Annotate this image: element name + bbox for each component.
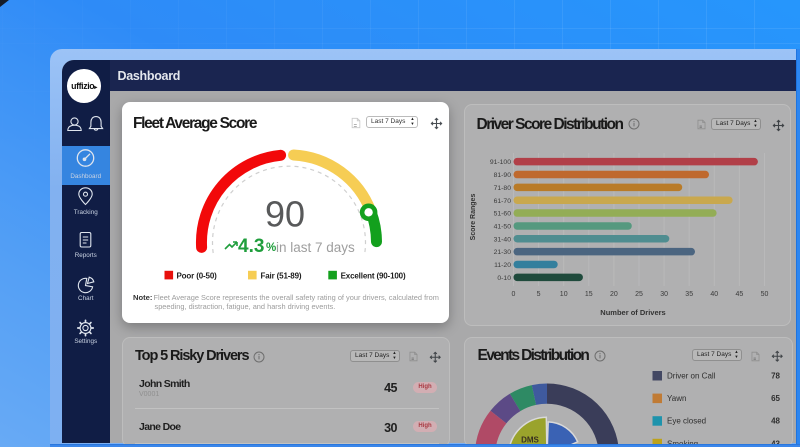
svg-text:81-90: 81-90 [494, 172, 512, 179]
svg-text:4.3: 4.3 [238, 236, 264, 257]
svg-text:40: 40 [710, 291, 718, 298]
svg-text:Excellent (90-100): Excellent (90-100) [341, 271, 406, 280]
svg-text:Eye closed: Eye closed [667, 416, 706, 425]
svg-text:50: 50 [761, 291, 769, 298]
svg-text:Poor (0-50): Poor (0-50) [177, 271, 218, 280]
svg-text:61-70: 61-70 [494, 198, 512, 205]
svg-text:Yawn: Yawn [667, 394, 686, 403]
svg-text:Fair (51-89): Fair (51-89) [261, 271, 302, 280]
svg-text:31-40: 31-40 [494, 236, 512, 243]
svg-text:78: 78 [771, 371, 780, 380]
svg-text:0-10: 0-10 [497, 275, 511, 282]
svg-text:35: 35 [685, 291, 693, 298]
svg-text:20: 20 [610, 291, 618, 298]
svg-text:Driver on Call: Driver on Call [667, 371, 716, 380]
svg-text:%: % [266, 242, 276, 254]
svg-text:15: 15 [585, 291, 593, 298]
svg-text:48: 48 [771, 416, 780, 425]
svg-text:30: 30 [660, 291, 668, 298]
svg-text:Number of Drivers: Number of Drivers [600, 308, 665, 317]
svg-text:speeding, distraction, fatigue: speeding, distraction, fatigue, and hars… [155, 302, 336, 311]
svg-text:Score Ranges: Score Ranges [470, 194, 477, 241]
svg-text:Fleet Average Score represents: Fleet Average Score represents the overa… [154, 293, 439, 302]
svg-text:51-60: 51-60 [494, 211, 512, 218]
svg-text:Smoking: Smoking [667, 439, 698, 447]
svg-text:Note:: Note: [133, 293, 152, 302]
svg-text:11-20: 11-20 [494, 262, 511, 269]
svg-text:DMS: DMS [521, 435, 539, 444]
svg-text:0: 0 [512, 291, 516, 298]
svg-text:21-30: 21-30 [494, 249, 512, 256]
svg-text:in last 7 days: in last 7 days [276, 239, 355, 254]
svg-text:65: 65 [771, 394, 780, 403]
svg-text:45: 45 [736, 291, 744, 298]
svg-text:5: 5 [537, 291, 541, 298]
svg-text:41-50: 41-50 [494, 224, 512, 231]
svg-text:71-80: 71-80 [494, 185, 512, 192]
svg-text:90: 90 [265, 193, 305, 234]
svg-text:10: 10 [560, 291, 568, 298]
svg-text:91-100: 91-100 [490, 159, 511, 166]
svg-text:43: 43 [771, 439, 780, 447]
svg-text:25: 25 [635, 291, 643, 298]
